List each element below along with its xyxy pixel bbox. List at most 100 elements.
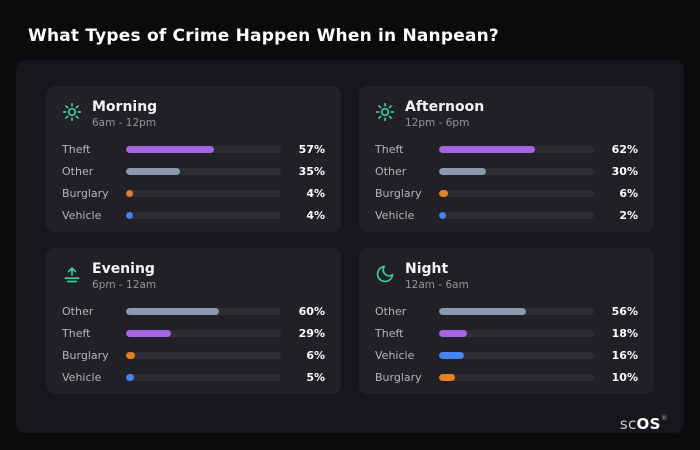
bar-fill xyxy=(439,351,464,359)
bar-label: Burglary xyxy=(62,348,109,362)
panel-title: Morning xyxy=(92,99,158,115)
sun-icon xyxy=(375,102,395,122)
bar-fill xyxy=(439,167,486,175)
bar-label: Burglary xyxy=(375,370,422,384)
bar-label: Burglary xyxy=(62,186,109,200)
panel-subtitle: 6pm - 12am xyxy=(92,279,157,292)
bar-row: Other 35% xyxy=(62,160,325,182)
bar-label: Vehicle xyxy=(62,370,102,384)
panel-subtitle: 12pm - 6pm xyxy=(405,117,470,130)
bar-fill xyxy=(439,189,449,197)
bar-track xyxy=(126,145,281,153)
bar-label: Vehicle xyxy=(375,208,415,222)
bar-value: 5% xyxy=(306,370,325,384)
panel-afternoon: Afternoon 12pm - 6pm Theft 62% Other 30%… xyxy=(359,86,654,232)
panel-afternoon-titles: Afternoon 12pm - 6pm xyxy=(405,99,484,129)
bar-track xyxy=(439,211,594,219)
bar-track xyxy=(126,351,281,359)
bar-value: 4% xyxy=(306,186,325,200)
bar-fill xyxy=(126,145,215,153)
bar-fill xyxy=(439,307,526,315)
panel-night-header: Night 12am - 6am xyxy=(375,261,638,291)
bar-label: Other xyxy=(62,304,94,318)
bar-row: Burglary 10% xyxy=(375,366,638,388)
bar-track xyxy=(439,167,594,175)
scos-logo: scOS® xyxy=(619,415,668,433)
bar-row: Vehicle 2% xyxy=(375,204,638,226)
bar-value: 10% xyxy=(611,370,638,384)
panel-subtitle: 12am - 6am xyxy=(405,279,469,292)
bar-value: 57% xyxy=(298,142,325,156)
bar-fill xyxy=(126,189,133,197)
bar-row: Other 60% xyxy=(62,300,325,322)
bar-rows: Theft 62% Other 30% Burglary 6% Vehicle xyxy=(375,138,638,226)
bar-fill xyxy=(439,373,455,381)
page-title: What Types of Crime Happen When in Nanpe… xyxy=(28,26,499,46)
bar-track xyxy=(126,373,281,381)
bar-value: 56% xyxy=(611,304,638,318)
bar-fill xyxy=(126,329,171,337)
bar-value: 35% xyxy=(298,164,325,178)
bar-label: Theft xyxy=(62,326,91,340)
bar-fill xyxy=(126,167,181,175)
bar-track xyxy=(439,329,594,337)
logo-text-light: sc xyxy=(619,415,637,433)
panel-title: Evening xyxy=(92,261,155,277)
bar-fill xyxy=(126,211,133,219)
panel-title: Night xyxy=(405,261,449,277)
bar-track xyxy=(126,167,281,175)
bar-value: 4% xyxy=(306,208,325,222)
panel-evening-header: Evening 6pm - 12am xyxy=(62,261,325,291)
panel-night: Night 12am - 6am Other 56% Theft 18% Veh… xyxy=(359,248,654,394)
bar-rows: Other 56% Theft 18% Vehicle 16% Burglary xyxy=(375,300,638,388)
bar-value: 29% xyxy=(298,326,325,340)
bar-track xyxy=(126,211,281,219)
bar-fill xyxy=(439,145,536,153)
bar-row: Burglary 4% xyxy=(62,182,325,204)
bar-row: Other 30% xyxy=(375,160,638,182)
panel-subtitle: 6am - 12pm xyxy=(92,117,157,130)
bar-track xyxy=(439,351,594,359)
moon-icon xyxy=(375,264,395,284)
bar-row: Vehicle 16% xyxy=(375,344,638,366)
bar-value: 30% xyxy=(611,164,638,178)
bar-row: Theft 62% xyxy=(375,138,638,160)
bar-label: Theft xyxy=(375,142,404,156)
bar-track xyxy=(439,145,594,153)
bar-fill xyxy=(439,329,467,337)
bar-row: Theft 57% xyxy=(62,138,325,160)
bar-value: 16% xyxy=(611,348,638,362)
bar-label: Theft xyxy=(375,326,404,340)
bar-label: Other xyxy=(375,304,407,318)
bar-row: Theft 29% xyxy=(62,322,325,344)
bar-fill xyxy=(126,373,134,381)
bar-value: 2% xyxy=(619,208,638,222)
bar-row: Vehicle 5% xyxy=(62,366,325,388)
logo-text-bold: OS xyxy=(636,415,661,433)
bar-row: Burglary 6% xyxy=(375,182,638,204)
panel-morning: Morning 6am - 12pm Theft 57% Other 35% B… xyxy=(46,86,341,232)
bar-value: 60% xyxy=(298,304,325,318)
bar-fill xyxy=(126,307,219,315)
bar-track xyxy=(439,307,594,315)
panel-morning-header: Morning 6am - 12pm xyxy=(62,99,325,129)
bar-value: 18% xyxy=(611,326,638,340)
bar-label: Theft xyxy=(62,142,91,156)
panel-title: Afternoon xyxy=(405,99,485,115)
panel-evening: Evening 6pm - 12am Other 60% Theft 29% B… xyxy=(46,248,341,394)
bar-value: 62% xyxy=(611,142,638,156)
bar-label: Vehicle xyxy=(375,348,415,362)
bar-value: 6% xyxy=(619,186,638,200)
bar-label: Burglary xyxy=(375,186,422,200)
sunset-icon xyxy=(62,264,82,284)
panel-evening-titles: Evening 6pm - 12am xyxy=(92,261,156,291)
bar-track xyxy=(439,189,594,197)
dashboard-card: Morning 6am - 12pm Theft 57% Other 35% B… xyxy=(16,60,684,433)
bar-track xyxy=(126,329,281,337)
panels-grid: Morning 6am - 12pm Theft 57% Other 35% B… xyxy=(46,86,654,394)
bar-label: Other xyxy=(375,164,407,178)
bar-track xyxy=(126,307,281,315)
panel-morning-titles: Morning 6am - 12pm xyxy=(92,99,157,129)
bar-fill xyxy=(439,211,446,219)
bar-row: Theft 18% xyxy=(375,322,638,344)
